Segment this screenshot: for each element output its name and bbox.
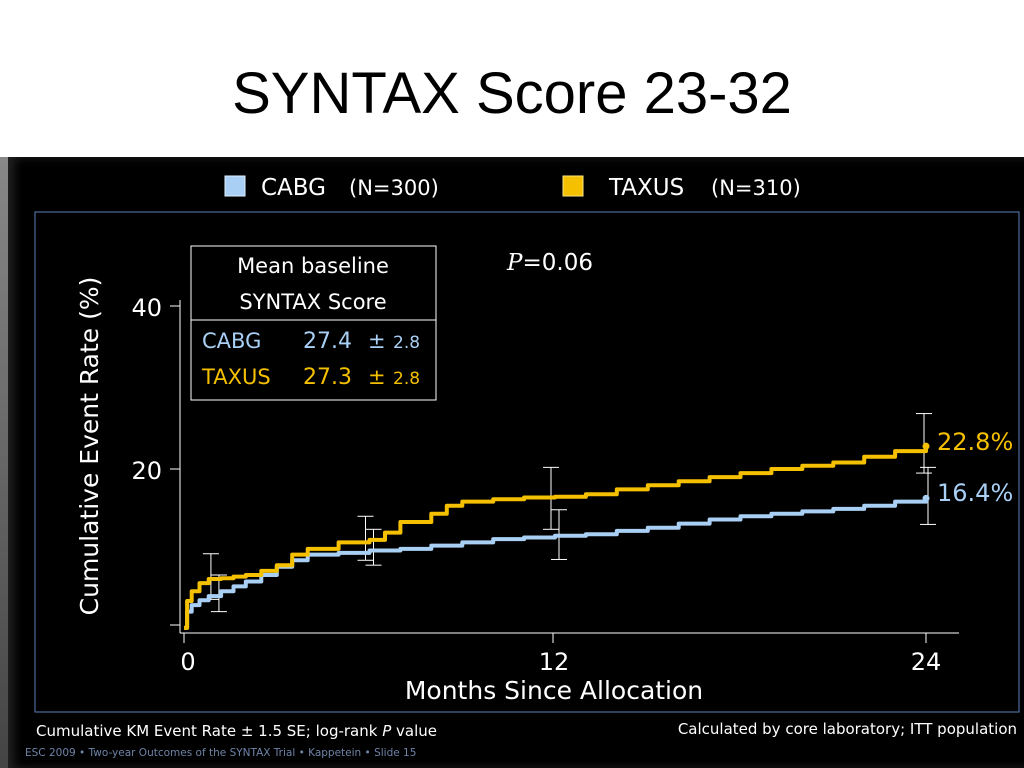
- x-axis-label: Months Since Allocation: [405, 676, 703, 705]
- km-curve-taxus: [184, 446, 928, 630]
- baseline-arm-taxus: TAXUS: [201, 365, 271, 389]
- legend-swatch-taxus: [562, 175, 584, 197]
- p-value: P=0.06: [506, 250, 593, 276]
- footnote-left: Cumulative KM Event Rate ± 1.5 SE; log-r…: [36, 722, 437, 740]
- baseline-mean-taxus: 27.3: [303, 365, 352, 390]
- legend-label-taxus: TAXUS: [608, 175, 684, 201]
- p-value-number: =0.06: [522, 250, 592, 276]
- source-line: ESC 2009 • Two-year Outcomes of the SYNT…: [25, 747, 416, 759]
- legend-swatch-cabg: [224, 175, 246, 197]
- legend-n-cabg: (N=300): [349, 176, 439, 200]
- end-label-cabg: 16.4%: [937, 479, 1013, 507]
- y-tick-label-20: 20: [131, 457, 162, 485]
- legend: CABG (N=300) TAXUS (N=310): [224, 175, 801, 201]
- baseline-pm-taxus: ±: [368, 365, 386, 389]
- endpoint-taxus: [922, 442, 930, 450]
- x-tick-label-12: 12: [539, 648, 570, 676]
- km-curve-cabg: [184, 498, 928, 630]
- baseline-arm-cabg: CABG: [202, 329, 261, 353]
- y-tick-label-40: 40: [131, 294, 162, 322]
- footnote-left-tail: value: [391, 722, 437, 740]
- x-tick-label-0: 0: [180, 648, 195, 676]
- footnote-left-text: Cumulative KM Event Rate ± 1.5 SE; log-r…: [36, 722, 382, 740]
- baseline-sd-cabg: 2.8: [393, 333, 420, 353]
- baseline-box-frame: [190, 245, 437, 401]
- error-bar-taxus-1: [202, 553, 219, 600]
- panel-edge: [0, 157, 8, 768]
- y-axis-label: Cumulative Event Rate (%): [75, 277, 104, 616]
- data-marks: [184, 413, 936, 630]
- plot-frame: [34, 211, 1020, 713]
- footnote-left-p: P: [382, 722, 392, 740]
- legend-label-cabg: CABG: [261, 175, 326, 201]
- endpoint-cabg: [922, 494, 930, 502]
- baseline-pm-cabg: ±: [368, 329, 386, 353]
- baseline-header-line1: Mean baseline: [237, 254, 389, 278]
- p-value-letter: P: [506, 250, 523, 276]
- slide-title: SYNTAX Score 23-32: [232, 61, 792, 126]
- baseline-sd-taxus: 2.8: [393, 369, 420, 389]
- error-bar-cabg-6: [365, 528, 382, 566]
- error-bar-cabg-1: [210, 574, 227, 613]
- footnote-right: Calculated by core laboratory; ITT popul…: [678, 720, 1017, 738]
- baseline-header-line2: SYNTAX Score: [239, 290, 386, 314]
- baseline-score-box: Mean baseline SYNTAX Score CABG 27.4 ± 2…: [190, 245, 437, 401]
- x-tick-label-24: 24: [911, 648, 942, 676]
- legend-n-taxus: (N=310): [711, 176, 801, 200]
- end-label-taxus: 22.8%: [937, 428, 1013, 456]
- baseline-mean-cabg: 27.4: [303, 329, 352, 354]
